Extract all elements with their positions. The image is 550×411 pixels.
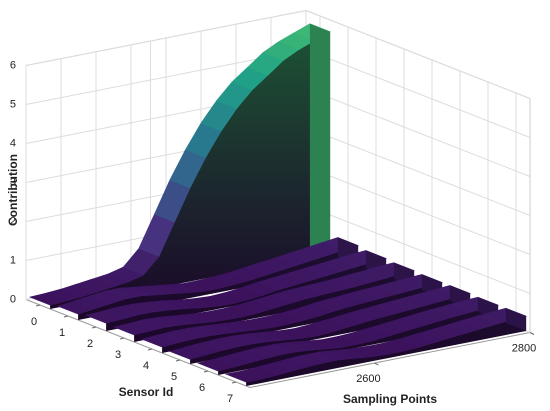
tick-mark — [63, 315, 69, 318]
tick-mark — [231, 381, 237, 384]
labels: 0 1 2 3 4 5 6 2600 2800 0 1 2 3 4 5 6 7 — [10, 59, 536, 405]
y-tick-label: 0 — [31, 316, 37, 328]
tick-mark — [374, 362, 379, 366]
grid-line — [305, 205, 531, 294]
ribbon-end — [309, 23, 331, 255]
grid-line — [305, 10, 531, 99]
z-tick-label: 5 — [10, 98, 16, 110]
tick-mark — [91, 326, 97, 329]
ribbons — [28, 23, 528, 386]
tick-mark — [529, 332, 535, 335]
y-tick-label: 1 — [59, 327, 65, 339]
tick-mark — [147, 348, 153, 351]
x-tick-label: 2600 — [356, 373, 380, 385]
ribbon-side — [50, 31, 331, 309]
ribbon-side — [162, 282, 443, 353]
y-axis-label: Sensor Id — [119, 385, 174, 399]
axis-line — [25, 299, 251, 388]
y-tick-label: 6 — [199, 382, 205, 394]
ribbon-side — [106, 258, 387, 331]
y-tick-label: 2 — [87, 338, 93, 350]
z-tick-label: 4 — [10, 137, 16, 149]
z-tick-label: 6 — [10, 59, 16, 71]
y-tick-label: 7 — [227, 393, 233, 405]
grid-line — [305, 88, 531, 177]
x-axis-label: Sampling Points — [343, 392, 437, 406]
grid-line — [305, 127, 531, 216]
y-tick-label: 4 — [143, 360, 149, 372]
ribbon-side — [218, 305, 499, 375]
y-tick-label: 3 — [115, 349, 121, 361]
z-tick-label: 3 — [10, 176, 16, 188]
z-tick-label: 1 — [10, 254, 16, 266]
z-tick-label: 2 — [10, 215, 16, 227]
ribbon-side — [134, 270, 415, 342]
ribbon-end — [505, 308, 527, 331]
grid-line — [305, 49, 531, 138]
axis-line — [249, 332, 531, 388]
z-tick-label: 0 — [10, 293, 16, 305]
tick-mark — [175, 359, 181, 362]
z-axis-label: Contribution — [6, 154, 20, 226]
ribbon-side — [78, 245, 359, 320]
y-tick-label: 5 — [171, 371, 177, 383]
tick-mark — [119, 337, 125, 340]
x-tick-label: 2800 — [512, 342, 536, 354]
ribbon-side — [246, 316, 527, 386]
grid-line — [305, 166, 531, 255]
tick-mark — [203, 370, 209, 373]
ribbon-side — [190, 293, 471, 364]
tick-mark — [35, 304, 41, 307]
